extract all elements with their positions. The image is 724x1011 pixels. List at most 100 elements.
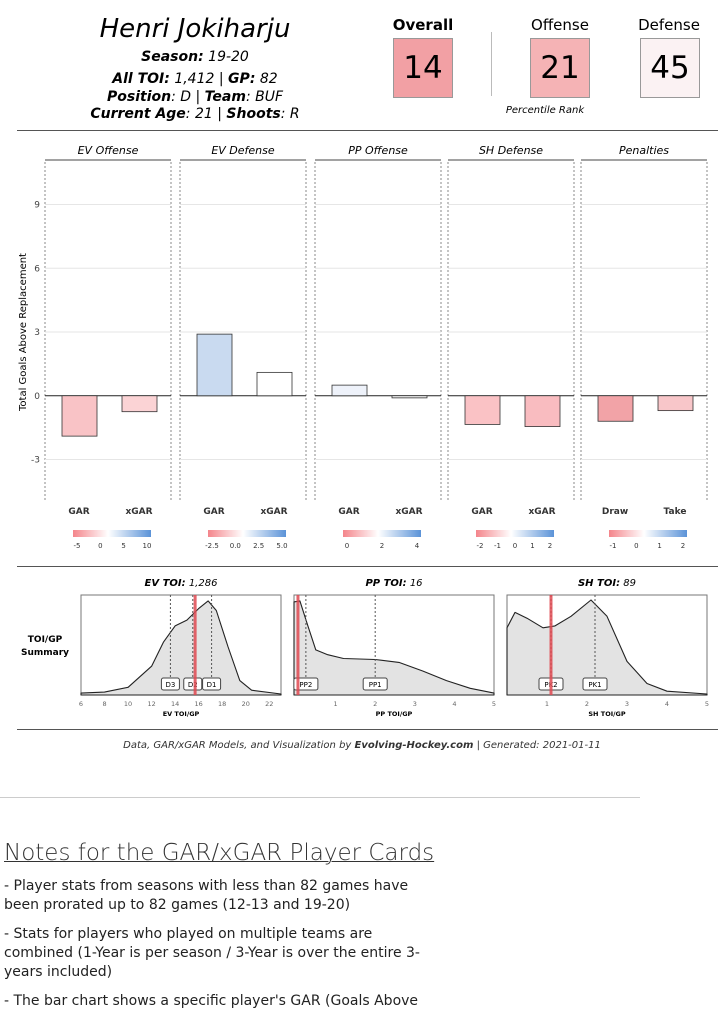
toi-panel: SH TOI: 89PK2PK112345SH TOI/GP bbox=[506, 578, 709, 718]
toi-panel: EV TOI: 1,286 D3 D2 D1 6 8 10 12 14 16 18 20 22 EV TO… bbox=[79, 578, 282, 718]
offense-label: Offense bbox=[531, 16, 589, 34]
bar bbox=[256, 371, 293, 397]
bar-panel: EV Offense GAR xGAR -5 0 5 10 bbox=[44, 144, 172, 550]
toi-panel-title: SH TOI: 89 bbox=[578, 578, 636, 589]
note-item: - Player stats from seasons with less th… bbox=[4, 878, 409, 913]
color-scale-tick: -2 bbox=[477, 542, 484, 550]
x-tick-label: 12 bbox=[147, 700, 155, 708]
x-tick-label: 1 bbox=[334, 700, 338, 708]
marker-label: PK1 bbox=[588, 681, 601, 689]
y-tick-label: 6 bbox=[34, 264, 40, 274]
overall-rank-box: 14 bbox=[393, 38, 453, 98]
overall-label: Overall bbox=[392, 16, 454, 34]
marker-label: D1 bbox=[207, 681, 217, 689]
x-tick-label: 5 bbox=[705, 700, 709, 708]
header-divider bbox=[17, 130, 718, 131]
color-scale-tick: 5.0 bbox=[276, 542, 287, 550]
toi-value: 16 bbox=[407, 578, 423, 589]
percentile-caption: Percentile Rank bbox=[505, 105, 585, 116]
marker-box bbox=[183, 677, 203, 691]
color-scale-tick: 2 bbox=[380, 542, 384, 550]
marker-box bbox=[202, 677, 222, 691]
marker-label: PP1 bbox=[369, 681, 382, 689]
color-scale-bar bbox=[208, 530, 286, 537]
x-tick-label: xGAR bbox=[528, 507, 555, 517]
color-scale-tick: 0 bbox=[513, 542, 517, 550]
x-tick-label: xGAR bbox=[395, 507, 422, 517]
x-axis-label: SH TOI/GP bbox=[588, 710, 625, 718]
marker-box bbox=[582, 677, 608, 691]
color-scale-tick: 2 bbox=[548, 542, 552, 550]
x-tick-label: 18 bbox=[218, 700, 226, 708]
bar bbox=[391, 395, 428, 399]
bar-panel: Penalties Draw Take -1 0 1 2 bbox=[580, 144, 708, 550]
color-scale-tick: 5 bbox=[121, 542, 125, 550]
bar bbox=[464, 395, 501, 425]
bar bbox=[597, 395, 634, 422]
color-scale-tick: 0 bbox=[345, 542, 349, 550]
color-scale-bar bbox=[609, 530, 687, 537]
y-tick-label: 3 bbox=[34, 328, 40, 338]
color-scale-tick: -5 bbox=[74, 542, 81, 550]
season-line: Season: 19-20 bbox=[141, 49, 249, 65]
chart-divider bbox=[17, 566, 718, 567]
x-tick-label: xGAR bbox=[260, 507, 287, 517]
x-tick-label: GAR bbox=[471, 507, 492, 517]
x-tick-label: 2 bbox=[373, 700, 377, 708]
color-scale-tick: 0 bbox=[98, 542, 102, 550]
panel-title: PP Offense bbox=[348, 144, 408, 157]
x-tick-label: 4 bbox=[665, 700, 669, 708]
color-scale-tick: 1 bbox=[530, 542, 534, 550]
color-scale-tick: 2 bbox=[681, 542, 685, 550]
color-scale-tick: 0 bbox=[634, 542, 638, 550]
panel-title: Penalties bbox=[619, 144, 669, 157]
marker-box bbox=[293, 677, 319, 691]
bar bbox=[524, 395, 561, 427]
x-tick-label: 5 bbox=[492, 700, 496, 708]
notes-divider bbox=[0, 797, 640, 798]
toi-value: 89 bbox=[620, 578, 636, 589]
bar bbox=[196, 333, 233, 397]
bar-panel: SH Defense GAR xGAR -2 -1 0 1 2 bbox=[447, 144, 575, 550]
x-tick-label: 22 bbox=[265, 700, 273, 708]
x-tick-label: GAR bbox=[68, 507, 89, 517]
bar-panel: EV Defense GAR xGAR -2.5 0.0 2.5 5.0 bbox=[179, 144, 307, 550]
x-axis-label: EV TOI/GP bbox=[163, 710, 200, 718]
x-tick-label: Take bbox=[664, 507, 687, 517]
row-label: TOI/GP bbox=[28, 635, 63, 645]
density-curve bbox=[506, 599, 708, 696]
toi-value: 1,286 bbox=[186, 578, 218, 589]
toi-panel-title: EV TOI: 1,286 bbox=[145, 578, 218, 589]
defense-label: Defense bbox=[638, 16, 700, 34]
color-scale-tick: 0.0 bbox=[230, 542, 241, 550]
panel-title: EV Defense bbox=[211, 144, 275, 157]
row-label: Summary bbox=[21, 648, 69, 658]
color-scale-tick: 1 bbox=[657, 542, 661, 550]
note-item: - The bar chart shows a specific player'… bbox=[4, 993, 419, 1009]
color-scale-tick: 4 bbox=[415, 542, 420, 550]
toi-panel-title: PP TOI: 16 bbox=[365, 578, 422, 589]
bar-panel: PP Offense GAR xGAR 0 2 4 bbox=[314, 144, 442, 550]
y-tick-label: -3 bbox=[31, 456, 40, 466]
bar bbox=[657, 395, 694, 412]
x-axis-label: PP TOI/GP bbox=[376, 710, 413, 718]
bar bbox=[61, 395, 98, 437]
offense-rank-box: 21 bbox=[530, 38, 590, 98]
rank-divider bbox=[491, 32, 492, 96]
color-scale-tick: 2.5 bbox=[253, 542, 264, 550]
color-scale-bar bbox=[343, 530, 421, 537]
x-tick-label: 3 bbox=[413, 700, 417, 708]
density-curve bbox=[80, 600, 282, 696]
age-shoots-line: Current Age: 21 | Shoots: R bbox=[90, 106, 300, 122]
x-tick-label: xGAR bbox=[125, 507, 152, 517]
color-scale-tick: -1 bbox=[610, 542, 617, 550]
defense-rank-box: 45 bbox=[640, 38, 700, 98]
y-tick-label: 0 bbox=[34, 392, 40, 402]
x-tick-label: 16 bbox=[195, 700, 203, 708]
toi-panel: PP TOI: 16 PP2 PP1 1 2 3 4 5 PP TOI/GP bbox=[293, 578, 496, 718]
x-tick-label: GAR bbox=[203, 507, 224, 517]
y-axis-label: Total Goals Above Replacement bbox=[18, 253, 29, 412]
x-tick-label: 14 bbox=[171, 700, 179, 708]
bar bbox=[331, 384, 368, 397]
